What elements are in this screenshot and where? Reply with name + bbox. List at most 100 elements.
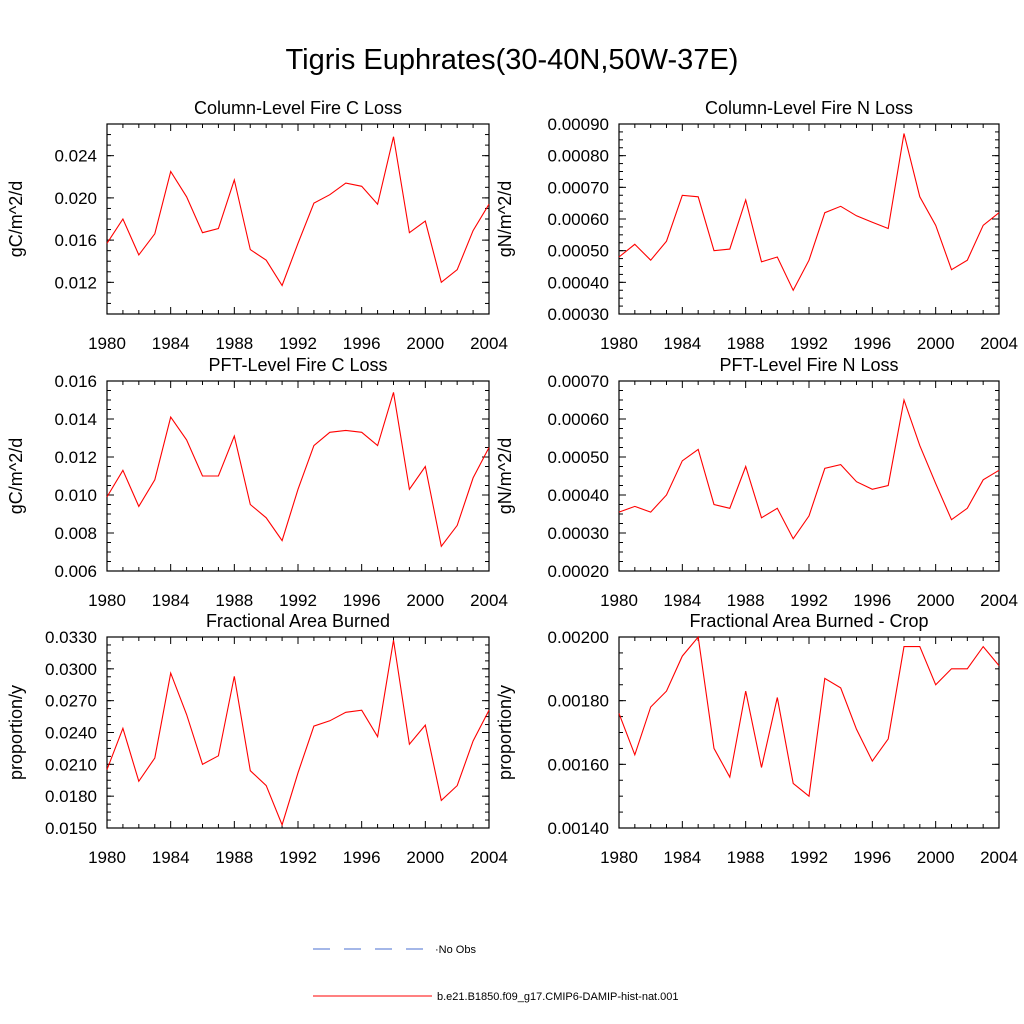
x-tick-label: 1992 xyxy=(279,848,317,867)
y-tick-label: 0.016 xyxy=(54,231,97,250)
x-tick-label: 2004 xyxy=(470,848,508,867)
y-axis-label: gN/m^2/d xyxy=(495,181,515,257)
y-tick-label: 0.024 xyxy=(54,147,97,166)
y-tick-label: 0.00030 xyxy=(548,305,609,324)
y-tick-label: 0.0150 xyxy=(45,819,97,838)
x-tick-label: 1988 xyxy=(727,848,765,867)
y-tick-label: 0.010 xyxy=(54,486,97,505)
panel-title: Column-Level Fire C Loss xyxy=(194,98,402,118)
x-tick-label: 1980 xyxy=(600,591,638,610)
panel-6: 1980 1984 1988 1992 1996 2000 2004 0.00140 0.001… xyxy=(495,611,1018,867)
y-tick-label: 0.00030 xyxy=(548,524,609,543)
x-tick-label: 2000 xyxy=(406,334,444,353)
plot-frame xyxy=(106,636,490,829)
x-tick-label: 1984 xyxy=(663,848,701,867)
series-line xyxy=(618,635,1000,798)
figure-title: Tigris Euphrates(30-40N,50W-37E) xyxy=(285,44,739,76)
plot-frame xyxy=(618,636,1000,829)
x-tick-label: 1980 xyxy=(600,848,638,867)
x-tick-label: 2004 xyxy=(980,848,1018,867)
y-tick-label: 0.0270 xyxy=(45,692,97,711)
y-tick-label: 0.00070 xyxy=(548,372,609,391)
y-tick-label: 0.0240 xyxy=(45,724,97,743)
x-tick-label: 1988 xyxy=(727,334,765,353)
x-tick-label: 1996 xyxy=(343,848,381,867)
x-tick-label: 1984 xyxy=(152,591,190,610)
y-tick-label: 0.00200 xyxy=(548,628,609,647)
panel-title: Fractional Area Burned xyxy=(206,611,390,631)
x-tick-label: 1996 xyxy=(853,591,891,610)
legend-model-label: b.e21.B1850.f09_g17.CMIP6-DAMIP-hist-nat… xyxy=(437,991,679,1003)
x-tick-label: 2000 xyxy=(406,591,444,610)
x-tick-label: 1984 xyxy=(152,848,190,867)
panel-5: 1980 1984 1988 1992 1996 2000 2004 0.0150 0.0180… xyxy=(6,611,508,867)
x-tick-label: 2000 xyxy=(917,591,955,610)
panel-2: 1980 1984 1988 1992 1996 2000 2004 0.00030 0.000… xyxy=(495,98,1018,353)
y-tick-label: 0.00160 xyxy=(548,755,609,774)
series-line xyxy=(106,392,490,548)
series-line xyxy=(618,133,1000,292)
y-tick-label: 0.0330 xyxy=(45,628,97,647)
y-tick-label: 0.00180 xyxy=(548,692,609,711)
y-tick-label: 0.00060 xyxy=(548,410,609,429)
x-tick-label: 1980 xyxy=(88,848,126,867)
x-tick-label: 2004 xyxy=(980,591,1018,610)
x-tick-label: 1992 xyxy=(279,334,317,353)
x-tick-label: 1988 xyxy=(727,591,765,610)
y-tick-label: 0.012 xyxy=(54,448,97,467)
x-tick-label: 1996 xyxy=(853,848,891,867)
y-tick-label: 0.00070 xyxy=(548,178,609,197)
y-tick-label: 0.00050 xyxy=(548,448,609,467)
x-tick-label: 1988 xyxy=(215,848,253,867)
x-tick-label: 1992 xyxy=(790,334,828,353)
panel-title: PFT-Level Fire C Loss xyxy=(208,355,387,375)
plot-frame xyxy=(106,123,490,315)
plot-frame xyxy=(618,380,1000,572)
x-tick-label: 2004 xyxy=(980,334,1018,353)
y-tick-label: 0.016 xyxy=(54,372,97,391)
x-tick-label: 1992 xyxy=(790,591,828,610)
x-tick-label: 2000 xyxy=(917,334,955,353)
y-tick-label: 0.008 xyxy=(54,524,97,543)
y-axis-label: gN/m^2/d xyxy=(495,438,515,514)
y-tick-label: 0.00050 xyxy=(548,242,609,261)
plot-frame xyxy=(106,380,490,572)
x-tick-label: 1980 xyxy=(88,591,126,610)
panel-1: 1980 1984 1988 1992 1996 2000 2004 0.012 0.016 0.… xyxy=(6,98,508,353)
x-tick-label: 1980 xyxy=(600,334,638,353)
panel-title: PFT-Level Fire N Loss xyxy=(719,355,898,375)
x-tick-label: 1992 xyxy=(279,591,317,610)
y-tick-label: 0.012 xyxy=(54,273,97,292)
x-tick-label: 1984 xyxy=(663,591,701,610)
legend-obs-label: ·No Obs xyxy=(435,944,476,956)
y-axis-label: gC/m^2/d xyxy=(6,438,26,514)
x-tick-label: 1984 xyxy=(663,334,701,353)
y-tick-label: 0.00060 xyxy=(548,210,609,229)
x-tick-label: 1988 xyxy=(215,591,253,610)
y-tick-label: 0.00040 xyxy=(548,486,609,505)
y-tick-label: 0.014 xyxy=(54,410,97,429)
x-tick-label: 1996 xyxy=(853,334,891,353)
panel-title: Fractional Area Burned - Crop xyxy=(689,611,928,631)
x-tick-label: 2000 xyxy=(917,848,955,867)
series-line xyxy=(106,136,490,287)
x-tick-label: 1992 xyxy=(790,848,828,867)
y-tick-label: 0.00090 xyxy=(548,115,609,134)
x-tick-label: 1996 xyxy=(343,591,381,610)
series-line xyxy=(618,397,1000,540)
x-tick-label: 1996 xyxy=(343,334,381,353)
y-tick-label: 0.00020 xyxy=(548,562,609,581)
x-tick-label: 2004 xyxy=(470,591,508,610)
y-tick-label: 0.006 xyxy=(54,562,97,581)
x-tick-label: 1984 xyxy=(152,334,190,353)
panel-title: Column-Level Fire N Loss xyxy=(705,98,913,118)
plot-frame xyxy=(618,123,1000,315)
series-line xyxy=(106,640,490,827)
y-tick-label: 0.020 xyxy=(54,189,97,208)
y-tick-label: 0.00080 xyxy=(548,147,609,166)
y-tick-label: 0.0180 xyxy=(45,787,97,806)
x-tick-label: 2004 xyxy=(470,334,508,353)
x-tick-label: 1988 xyxy=(215,334,253,353)
y-tick-label: 0.00040 xyxy=(548,273,609,292)
x-tick-label: 1980 xyxy=(88,334,126,353)
